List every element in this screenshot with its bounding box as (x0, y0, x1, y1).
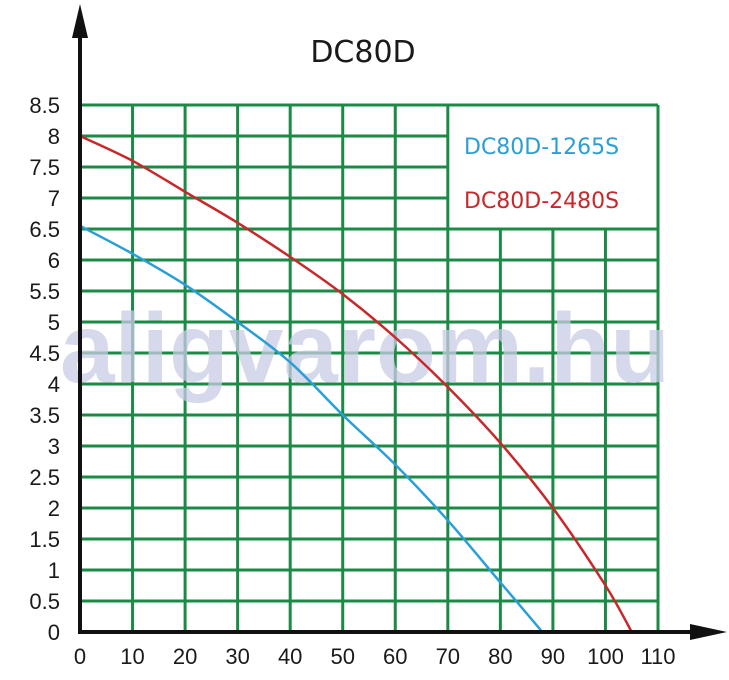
y-tick-label: 5 (48, 310, 60, 335)
y-tick-label: 5.5 (29, 279, 60, 304)
y-tick-label: 2.5 (29, 465, 60, 490)
x-tick-label: 100 (587, 644, 624, 669)
chart-title: DC80D (310, 35, 415, 70)
series-lines (79, 134, 633, 633)
y-tick-label: 2 (48, 496, 60, 521)
x-tick-label: 20 (173, 644, 197, 669)
y-tick-label: 0.5 (29, 589, 60, 614)
x-axis-arrow-icon (690, 624, 727, 640)
x-tick-label: 90 (541, 644, 565, 669)
y-tick-label: 7.5 (29, 155, 60, 180)
y-tick-label: 8 (48, 124, 60, 149)
x-tick-label: 30 (225, 644, 249, 669)
watermark: aligvarom.hu (60, 293, 670, 403)
x-tick-label: 0 (74, 644, 86, 669)
y-tick-label: 7 (48, 186, 60, 211)
y-tick-label: 4.5 (29, 341, 60, 366)
y-tick-label: 6.5 (29, 217, 60, 242)
y-tick-label: 4 (48, 372, 60, 397)
legend-entry-2480s: DC80D-2480S (464, 189, 619, 214)
y-axis-arrow-icon (72, 4, 88, 38)
series-line-0 (79, 224, 544, 633)
y-tick-label: 6 (48, 248, 60, 273)
x-tick-label: 80 (488, 644, 512, 669)
grid (80, 103, 660, 632)
y-tick-label: 8.5 (29, 93, 60, 118)
x-tick-label: 10 (120, 644, 144, 669)
x-tick-label: 50 (330, 644, 354, 669)
y-tick-label: 3.5 (29, 403, 60, 428)
tick-labels: 0 10 20 30 40 50 60 70 80 90 100 110 0 0.5 1 1.5 2 2.5 3 3.… (29, 93, 675, 669)
axes (72, 4, 727, 640)
x-tick-label: 70 (436, 644, 460, 669)
y-tick-label: 0 (48, 620, 60, 645)
y-tick-label: 3 (48, 434, 60, 459)
x-tick-label: 40 (278, 644, 302, 669)
series-line-1 (79, 134, 633, 633)
y-tick-label: 1 (48, 558, 60, 583)
x-tick-label: 110 (640, 644, 675, 669)
x-tick-label: 60 (383, 644, 407, 669)
legend-entry-1265s: DC80D-1265S (464, 135, 619, 160)
y-tick-label: 1.5 (29, 527, 60, 552)
